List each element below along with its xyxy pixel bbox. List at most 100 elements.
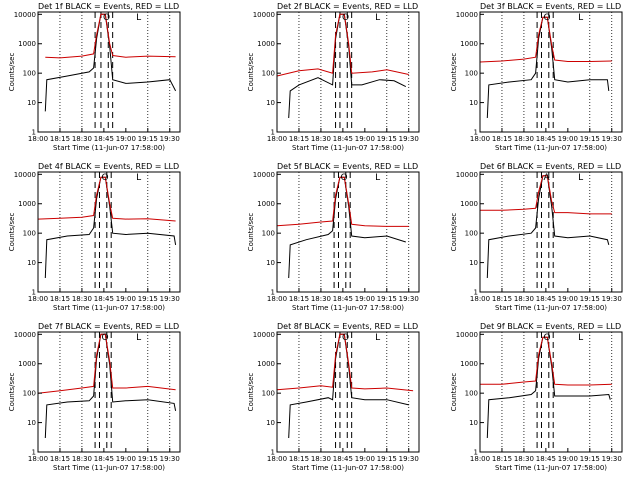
y-axis-label: Counts/sec: [8, 373, 16, 412]
panel-title: Det 3f BLACK = Events, RED = LLD: [480, 2, 621, 11]
marker-label: L: [375, 333, 380, 343]
lld-series-line: [276, 176, 409, 227]
x-tick-label: 19:00: [558, 455, 578, 463]
y-tick-label: 1000: [460, 200, 478, 208]
x-tick-label: 19:00: [116, 135, 136, 143]
panel-title: Det 5f BLACK = Events, RED = LLD: [277, 162, 418, 171]
y-tick-label: 10000: [456, 331, 478, 339]
marker-label: O: [342, 333, 349, 343]
panel-title: Det 1f BLACK = Events, RED = LLD: [38, 2, 179, 11]
x-tick-label: 18:15: [289, 295, 309, 303]
x-tick-label: 19:30: [399, 135, 419, 143]
y-tick-label: 10000: [253, 11, 275, 19]
y-tick-label: 10: [469, 99, 478, 107]
y-tick-label: 10: [27, 259, 36, 267]
x-tick-label: 19:30: [160, 135, 180, 143]
x-tick-label: 18:30: [72, 135, 92, 143]
y-tick-label: 10000: [253, 331, 275, 339]
y-tick-label: 100: [23, 230, 36, 238]
y-tick-label: 1000: [257, 200, 275, 208]
y-tick-label: 100: [23, 390, 36, 398]
x-tick-label: 19:00: [355, 455, 375, 463]
x-axis-label: Start Time (11-Jun-07 17:58:00): [53, 464, 165, 472]
panel-title: Det 6f BLACK = Events, RED = LLD: [480, 162, 621, 171]
plot-frame: [276, 171, 420, 293]
lld-series-line: [276, 13, 409, 77]
x-tick-label: 19:30: [602, 455, 622, 463]
y-tick-label: 1000: [18, 40, 36, 48]
panel-title: Det 9f BLACK = Events, RED = LLD: [480, 322, 621, 331]
lld-series-line: [276, 333, 414, 392]
x-tick-label: 19:30: [160, 455, 180, 463]
panel-title: Det 4f BLACK = Events, RED = LLD: [38, 162, 179, 171]
lld-series-line: [480, 175, 612, 215]
y-tick-label: 1: [474, 289, 478, 297]
x-tick-label: 18:30: [72, 455, 92, 463]
x-tick-label: 18:00: [28, 135, 48, 143]
y-tick-label: 1000: [18, 200, 36, 208]
y-tick-label: 100: [465, 390, 478, 398]
y-tick-label: 100: [262, 390, 275, 398]
marker-label: O: [543, 333, 550, 343]
x-tick-label: 18:15: [50, 295, 70, 303]
y-tick-label: 100: [262, 230, 275, 238]
x-tick-label: 18:30: [514, 295, 534, 303]
y-tick-label: 1000: [18, 360, 36, 368]
x-tick-label: 19:30: [602, 135, 622, 143]
x-tick-label: 19:30: [399, 295, 419, 303]
marker-label: L: [578, 173, 583, 183]
lld-series-line: [45, 13, 176, 59]
x-tick-label: 18:30: [311, 135, 331, 143]
y-tick-label: 1000: [257, 40, 275, 48]
x-axis-label: Start Time (11-Jun-07 17:58:00): [292, 304, 404, 312]
x-axis-label: Start Time (11-Jun-07 17:58:00): [53, 304, 165, 312]
x-tick-label: 18:15: [289, 455, 309, 463]
x-tick-label: 18:45: [333, 295, 353, 303]
x-tick-label: 18:45: [536, 135, 556, 143]
x-axis-label: Start Time (11-Jun-07 17:58:00): [292, 144, 404, 152]
x-tick-label: 19:15: [580, 455, 600, 463]
plot-frame: [479, 171, 623, 293]
events-series-line: [486, 175, 610, 279]
x-tick-label: 19:00: [116, 295, 136, 303]
y-axis-label: Counts/sec: [247, 373, 255, 412]
y-tick-label: 10: [266, 99, 275, 107]
x-tick-label: 19:15: [138, 135, 158, 143]
lld-series-line: [37, 333, 176, 394]
y-axis-label: Counts/sec: [450, 53, 458, 92]
y-tick-label: 1: [271, 449, 275, 457]
x-tick-label: 19:15: [138, 295, 158, 303]
y-tick-label: 10: [469, 419, 478, 427]
plot-frame: [37, 11, 181, 133]
y-tick-label: 100: [465, 230, 478, 238]
marker-label: O: [101, 333, 108, 343]
x-tick-label: 18:45: [536, 295, 556, 303]
y-axis-label: Counts/sec: [247, 213, 255, 252]
x-tick-label: 19:30: [399, 455, 419, 463]
y-tick-label: 10: [266, 419, 275, 427]
events-series-line: [288, 333, 409, 439]
y-tick-label: 1000: [460, 360, 478, 368]
marker-label: O: [342, 13, 349, 23]
x-tick-label: 18:00: [28, 455, 48, 463]
x-tick-label: 19:15: [138, 455, 158, 463]
x-tick-label: 18:15: [492, 135, 512, 143]
x-tick-label: 19:15: [377, 455, 397, 463]
y-tick-label: 10000: [14, 331, 36, 339]
y-tick-label: 1000: [257, 360, 275, 368]
y-tick-label: 1: [32, 449, 36, 457]
marker-label: O: [101, 173, 108, 183]
y-tick-label: 100: [23, 70, 36, 78]
marker-label: O: [340, 173, 347, 183]
y-tick-label: 10000: [14, 11, 36, 19]
x-tick-label: 18:15: [50, 455, 70, 463]
panel-title: Det 8f BLACK = Events, RED = LLD: [277, 322, 418, 331]
x-tick-label: 18:30: [311, 455, 331, 463]
x-tick-label: 19:00: [355, 295, 375, 303]
marker-label: L: [578, 333, 583, 343]
x-tick-label: 18:45: [536, 455, 556, 463]
